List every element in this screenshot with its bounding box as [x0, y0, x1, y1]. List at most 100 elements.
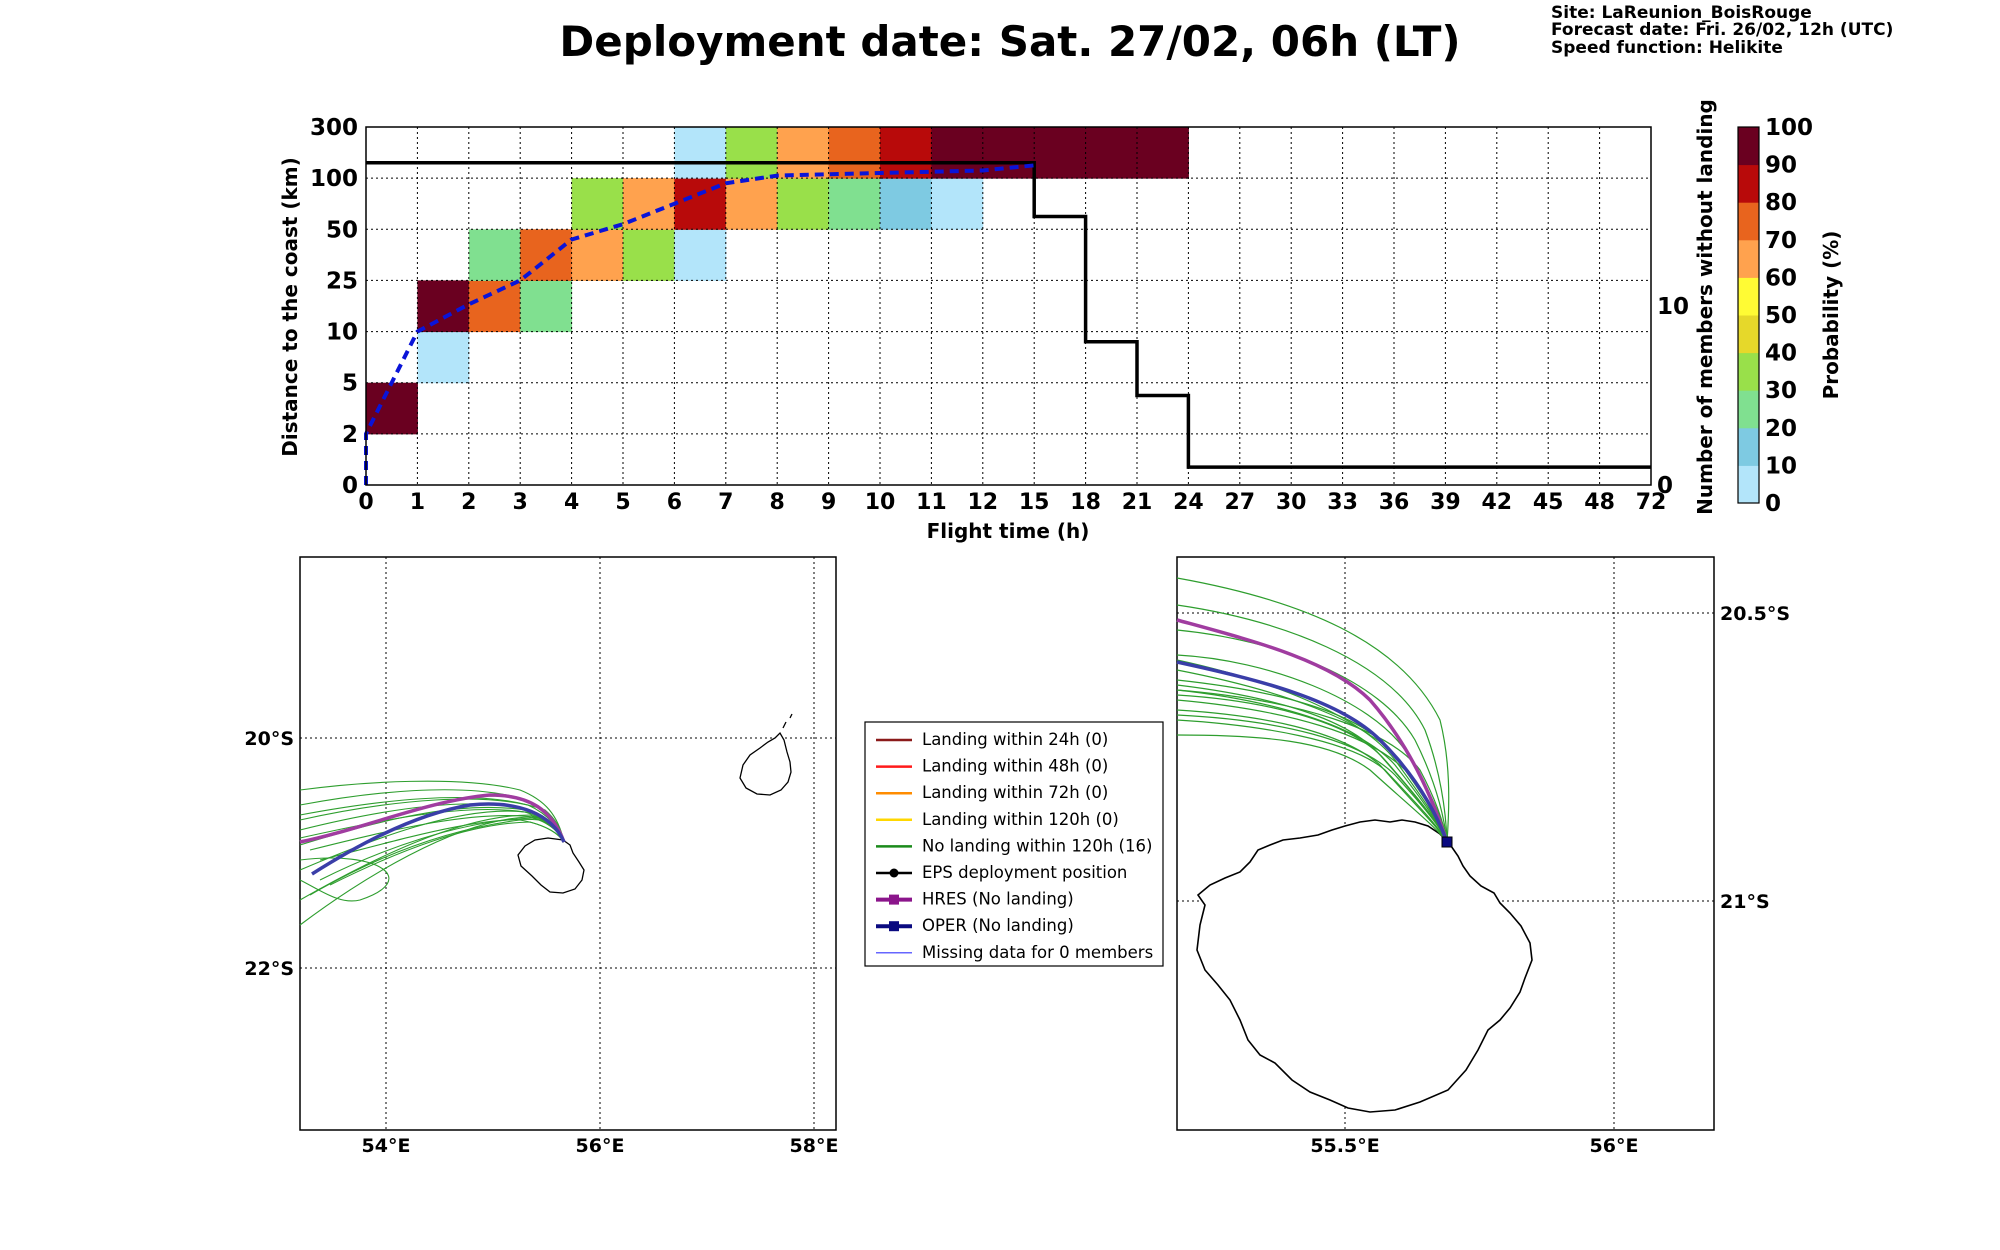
colorbar-tick-label: 50	[1765, 303, 1797, 329]
legend-label: Landing within 48h (0)	[922, 757, 1108, 776]
map-left-lon-54e: 54°E	[362, 1135, 411, 1157]
speed-function-label: Speed function: Helikite	[1551, 38, 1783, 58]
x-tick-label: 3	[513, 490, 528, 515]
colorbar-segment	[1738, 465, 1759, 504]
legend-item: Landing within 120h (0)	[876, 810, 1119, 829]
x-tick-label: 48	[1584, 490, 1615, 515]
right-tick-labels: 0 10	[1657, 294, 1689, 499]
colorbar: 0 10 20 30 40 50 60 70 80 90 100 Probability (%)	[1737, 115, 1843, 517]
legend-marker	[889, 868, 899, 878]
heat-cell	[468, 229, 521, 281]
heat-cell	[982, 127, 1035, 179]
legend-items: Landing within 24h (0) Landing within 48h…	[876, 730, 1153, 962]
legend-item: OPER (No landing)	[876, 916, 1074, 935]
y-tick-label: 10	[326, 320, 358, 346]
deployment-marker	[1441, 836, 1453, 848]
map-right-lon-56e: 56°E	[1590, 1135, 1639, 1157]
legend-label: Landing within 120h (0)	[922, 810, 1119, 829]
chart-lines	[364, 161, 1651, 485]
hres-trajectory-left	[299, 793, 566, 844]
reunion-island-shape	[1196, 819, 1533, 1113]
colorbar-tick-label: 20	[1765, 416, 1797, 442]
x-tick-label: 45	[1533, 490, 1564, 515]
colorbar-tick-label: 90	[1765, 153, 1797, 179]
legend-label: Landing within 24h (0)	[922, 730, 1108, 749]
x-tick-label: 72	[1636, 490, 1667, 515]
heat-cell	[1085, 127, 1138, 179]
legend: Landing within 24h (0) Landing within 48h…	[864, 721, 1164, 967]
heat-cell	[674, 229, 727, 281]
y-tick-label: 2	[342, 422, 358, 448]
heat-cell	[468, 280, 521, 333]
plot-frame	[365, 126, 1652, 486]
heat-cell	[571, 229, 624, 281]
heat-cell	[725, 178, 778, 230]
x-tick-label: 5	[615, 490, 630, 515]
figure-title: Deployment date: Sat. 27/02, 06h (LT)	[559, 17, 1460, 66]
oper-trajectory-right	[1176, 660, 1449, 843]
heat-cell	[520, 280, 573, 333]
heat-cell	[880, 178, 932, 230]
legend-marker	[889, 894, 899, 905]
legend-frame	[864, 721, 1164, 967]
colorbar-tick-label: 100	[1765, 115, 1813, 141]
colorbar-tick-label: 10	[1765, 453, 1797, 479]
heat-cell	[417, 280, 470, 333]
x-tick-label: 33	[1327, 490, 1358, 515]
colorbar-segment	[1738, 127, 1759, 166]
probability-cells	[366, 127, 1189, 435]
legend-label: No landing within 120h (16)	[922, 836, 1152, 855]
colorbar-tick-label: 0	[1765, 491, 1781, 517]
x-tick-label: 2	[461, 490, 476, 515]
x-tick-label: 27	[1224, 490, 1255, 515]
heat-cell	[828, 127, 881, 179]
mauritius-coastline	[739, 731, 792, 796]
legend-item: Missing data for 0 members	[876, 943, 1153, 962]
right-axis-label: Number of members without landing	[1693, 99, 1717, 515]
y-tick-label: 25	[326, 268, 358, 294]
x-tick-label: 30	[1276, 490, 1307, 515]
rodrigues-islets	[782, 713, 793, 729]
x-tick-label: 4	[564, 490, 579, 515]
legend-label: Landing within 72h (0)	[922, 783, 1108, 802]
x-tick-label: 36	[1379, 490, 1410, 515]
map-left-lat-22s: 22°S	[244, 958, 294, 980]
legend-label: OPER (No landing)	[922, 916, 1074, 935]
colorbar-tick-labels: 0 10 20 30 40 50 60 70 80 90 100	[1765, 115, 1813, 517]
oper-trajectory-left	[311, 802, 566, 876]
colorbar-tick-label: 40	[1765, 341, 1797, 367]
map-right-lat-21s: 21°S	[1720, 891, 1770, 913]
x-axis-label: Flight time (h)	[927, 519, 1090, 543]
map-left-lon-58e: 58°E	[790, 1135, 839, 1157]
y-tick-label: 300	[310, 115, 358, 141]
forecast-date-label: Forecast date: Fri. 26/02, 12h (UTC)	[1551, 20, 1893, 40]
colorbar-segment	[1738, 390, 1759, 429]
colorbar-frame	[1737, 126, 1760, 504]
legend-marker	[889, 921, 899, 932]
colorbar-segment	[1738, 164, 1759, 203]
x-tick-label: 42	[1481, 490, 1512, 515]
legend-item: EPS deployment position	[876, 863, 1127, 882]
colorbar-segment	[1738, 239, 1759, 278]
y-tick-label: 5	[342, 371, 358, 397]
heat-cell	[1137, 127, 1189, 179]
map-left-lat-20s: 20°S	[244, 728, 294, 750]
map-right-lon-55-5e: 55.5°E	[1310, 1135, 1379, 1157]
legend-item: Landing within 48h (0)	[876, 757, 1108, 776]
colorbar-segment	[1738, 315, 1759, 354]
x-tick-label: 0	[358, 490, 373, 515]
x-tick-labels: 0 1 2 3 4 5 6 7 8 9 10 11 12 15 18 21 24 27 30 33 36 39 42 45 48…	[358, 490, 1666, 515]
map-right-lat-20-5s: 20.5°S	[1720, 603, 1790, 625]
x-tick-label: 11	[916, 490, 947, 515]
colorbar-tick-label: 80	[1765, 190, 1797, 216]
y-tick-label: 50	[326, 217, 358, 243]
heat-cell	[571, 178, 624, 230]
x-tick-label: 7	[718, 490, 733, 515]
y-axis-label: Distance to the coast (km)	[278, 157, 302, 457]
colorbar-segment	[1738, 352, 1759, 391]
colorbar-tick-label: 30	[1765, 378, 1797, 404]
hres-trajectory-right	[1176, 618, 1449, 843]
heat-cell	[725, 127, 778, 179]
